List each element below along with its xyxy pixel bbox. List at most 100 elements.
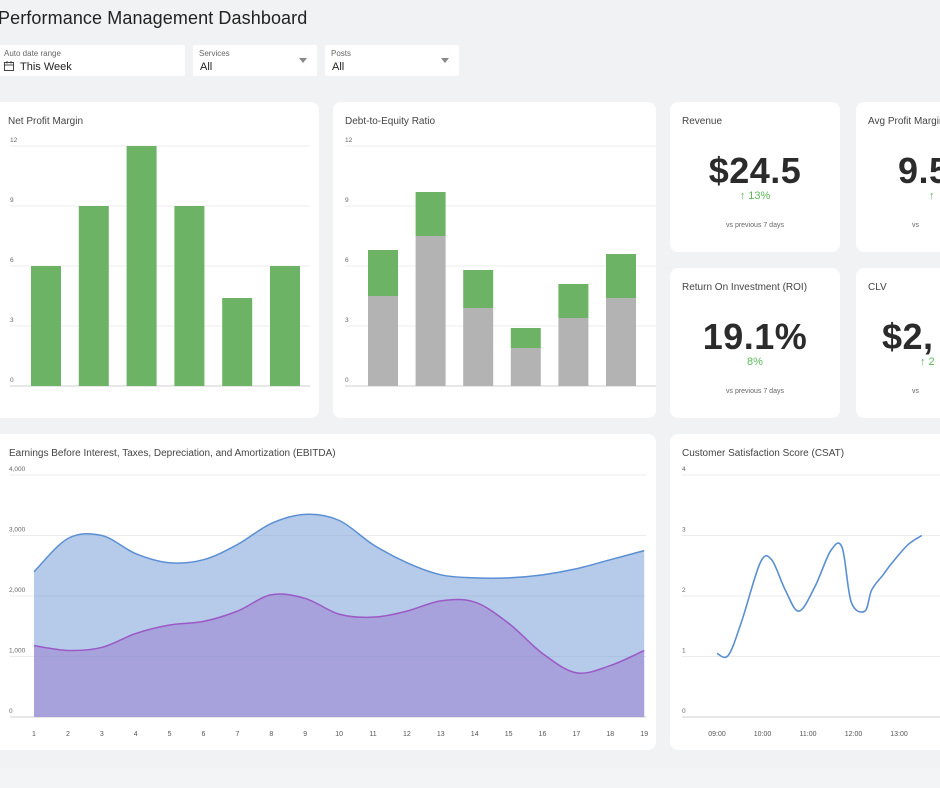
bar-segment-debt bbox=[606, 298, 636, 386]
y-tick-label: 0 bbox=[345, 377, 349, 384]
bar bbox=[270, 266, 300, 386]
services-value: All bbox=[200, 61, 213, 73]
avg-profit-margin-value: 9.5 bbox=[898, 150, 940, 191]
ebitda-title: Earnings Before Interest, Taxes, Depreci… bbox=[9, 448, 336, 459]
x-tick-label: 6 bbox=[202, 731, 206, 738]
bar bbox=[78, 206, 109, 386]
posts-value: All bbox=[332, 61, 345, 73]
clv-title: CLV bbox=[868, 282, 887, 293]
roi-title: Return On Investment (ROI) bbox=[682, 282, 808, 293]
y-tick-label: 2 bbox=[682, 587, 686, 594]
x-tick-label: 13 bbox=[437, 731, 445, 738]
revenue-comparison: vs previous 7 days bbox=[726, 222, 784, 229]
services-filter[interactable]: Services All bbox=[193, 45, 317, 76]
x-tick-label: 3 bbox=[100, 731, 104, 738]
x-tick-label: 11 bbox=[369, 731, 376, 738]
roi-value: 19.1% bbox=[702, 316, 808, 357]
page-footer bbox=[0, 768, 940, 788]
revenue-kpi-card: Revenue $24.5 ↑ 13% vs previous 7 days bbox=[670, 102, 840, 252]
debt-to-equity-title: Debt-to-Equity Ratio bbox=[345, 116, 436, 127]
x-tick-label: 14 bbox=[471, 731, 479, 738]
csat-card: Customer Satisfaction Score (CSAT) 0 1 2 3 4… bbox=[670, 434, 940, 750]
revenue-change: ↑ 13% bbox=[739, 190, 771, 202]
x-tick-label: 11:00 bbox=[800, 731, 817, 738]
x-tick-label: 17 bbox=[573, 731, 581, 738]
posts-label: Posts bbox=[331, 49, 352, 58]
x-tick-label: 5 bbox=[168, 731, 172, 738]
x-tick-label: 9 bbox=[303, 731, 307, 738]
date-range-label: Auto date range bbox=[4, 49, 61, 58]
revenue-value: $24.5 bbox=[708, 150, 802, 191]
x-tick-label: 12 bbox=[403, 731, 411, 738]
roi-kpi-card: Return On Investment (ROI) 19.1% 8% vs p… bbox=[670, 268, 840, 418]
x-tick-label: 7 bbox=[235, 731, 239, 738]
bar bbox=[126, 146, 157, 386]
clv-value: $2, bbox=[882, 316, 934, 357]
csat-line bbox=[716, 534, 923, 659]
bar-segment-equity bbox=[368, 250, 398, 296]
bar-segment-equity bbox=[415, 192, 446, 236]
bar-segment-debt bbox=[415, 236, 446, 386]
bar-segment-debt bbox=[510, 348, 541, 386]
x-tick-label: 19 bbox=[640, 731, 648, 738]
y-tick-label: 2,000 bbox=[9, 587, 26, 594]
net-profit-margin-title: Net Profit Margin bbox=[8, 116, 84, 127]
y-tick-label: 9 bbox=[10, 197, 14, 204]
net-profit-margin-chart: 0 3 6 9 12 bbox=[10, 137, 310, 387]
y-tick-label: 3 bbox=[345, 317, 349, 324]
csat-title: Customer Satisfaction Score (CSAT) bbox=[682, 448, 845, 459]
date-range-filter[interactable]: Auto date range This Week bbox=[0, 45, 185, 76]
y-tick-label: 4,000 bbox=[9, 466, 26, 473]
x-tick-label: 8 bbox=[269, 731, 273, 738]
posts-filter[interactable]: Posts All bbox=[325, 45, 459, 76]
y-tick-label: 0 bbox=[10, 377, 14, 384]
csat-chart: 0 1 2 3 4 09:00 10:00 11:00 12:00 13:00 bbox=[682, 466, 940, 738]
y-tick-label: 1,000 bbox=[9, 648, 26, 655]
bar bbox=[222, 298, 253, 386]
chevron-down-icon bbox=[441, 58, 449, 63]
x-tick-label: 10:00 bbox=[754, 731, 772, 738]
y-tick-label: 4 bbox=[682, 466, 686, 473]
area-series-2-line bbox=[33, 593, 645, 675]
y-tick-label: 1 bbox=[682, 648, 686, 655]
x-tick-label: 18 bbox=[606, 731, 614, 738]
clv-change: ↑ 2 bbox=[920, 356, 935, 368]
y-tick-label: 6 bbox=[10, 257, 14, 264]
roi-change: 8% bbox=[747, 356, 763, 368]
y-tick-label: 0 bbox=[682, 708, 686, 715]
x-tick-label: 13:00 bbox=[890, 731, 908, 738]
debt-to-equity-card: Debt-to-Equity Ratio 0 3 6 9 12 bbox=[333, 102, 656, 418]
avg-profit-margin-title: Avg Profit Margin bbox=[868, 116, 940, 127]
page-title: Performance Management Dashboard bbox=[0, 8, 308, 28]
x-tick-label: 4 bbox=[134, 731, 138, 738]
clv-comparison: vs bbox=[912, 388, 919, 395]
x-tick-label: 2 bbox=[66, 731, 70, 738]
y-tick-label: 6 bbox=[345, 257, 349, 264]
x-tick-label: 10 bbox=[335, 731, 343, 738]
bar-segment-debt bbox=[368, 296, 398, 386]
bar-segment-debt bbox=[558, 318, 589, 386]
bar-segment-equity bbox=[606, 254, 636, 298]
y-tick-label: 3 bbox=[10, 317, 14, 324]
bar-segment-debt bbox=[463, 308, 494, 386]
clv-kpi-card: CLV $2, ↑ 2 vs bbox=[856, 268, 940, 418]
bar-segment-equity bbox=[558, 284, 589, 318]
bar bbox=[31, 266, 61, 386]
services-label: Services bbox=[199, 49, 230, 58]
avg-profit-margin-change: ↑ bbox=[929, 190, 935, 202]
chevron-down-icon bbox=[299, 58, 307, 63]
x-tick-label: 1 bbox=[32, 731, 36, 738]
y-tick-label: 12 bbox=[10, 137, 18, 144]
roi-comparison: vs previous 7 days bbox=[726, 388, 784, 395]
x-tick-label: 16 bbox=[539, 731, 547, 738]
area-series-1-line bbox=[33, 513, 645, 579]
bar-segment-equity bbox=[510, 328, 541, 348]
avg-profit-margin-kpi-card: Avg Profit Margin 9.5 ↑ vs bbox=[856, 102, 940, 252]
calendar-icon bbox=[4, 61, 14, 71]
ebitda-card: Earnings Before Interest, Taxes, Depreci… bbox=[0, 434, 656, 750]
x-tick-label: 09:00 bbox=[708, 731, 726, 738]
bar-segment-equity bbox=[463, 270, 494, 308]
net-profit-margin-card: Net Profit Margin 0 3 6 9 12 bbox=[0, 102, 319, 418]
y-tick-label: 9 bbox=[345, 197, 349, 204]
debt-to-equity-chart: 0 3 6 9 12 bbox=[345, 137, 656, 387]
